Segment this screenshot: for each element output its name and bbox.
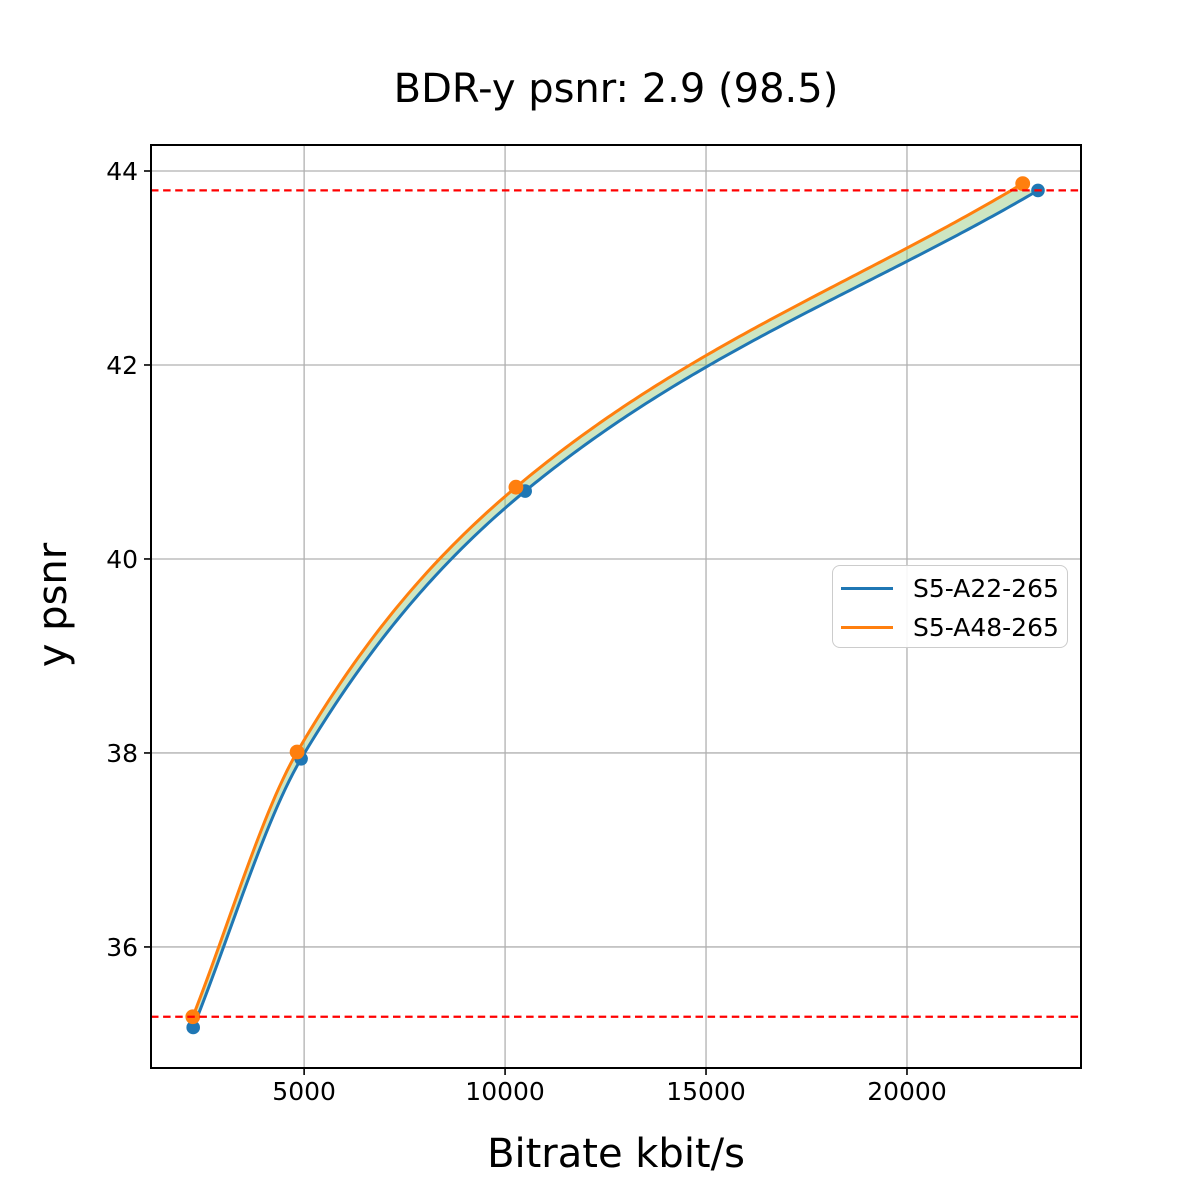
- x-axis-label: Bitrate kbit/s: [487, 1131, 745, 1177]
- legend: S5-A22-265 S5-A48-265: [832, 565, 1068, 648]
- data-point-s5-a48-265: [508, 479, 524, 495]
- y-tick-label: 38: [106, 739, 138, 768]
- y-tick-label: 36: [106, 933, 138, 962]
- legend-item: S5-A22-265: [841, 570, 1067, 608]
- x-tick-label: 10000: [465, 1077, 545, 1106]
- legend-line-sample: [841, 625, 893, 629]
- x-tick-label: 20000: [867, 1077, 947, 1106]
- y-tick-label: 44: [106, 157, 138, 186]
- curve-s5-a22-265: [191, 188, 1040, 1029]
- legend-item: S5-A48-265: [841, 608, 1067, 646]
- y-tick-label: 42: [106, 351, 138, 380]
- axes-spines: [150, 144, 1082, 1069]
- data-point-s5-a22-265: [186, 1020, 200, 1035]
- y-axis-label: y psnr: [30, 542, 76, 668]
- curve-s5-a48-265: [191, 182, 1025, 1019]
- x-tick-label: 15000: [666, 1077, 746, 1106]
- x-tick-label: 5000: [272, 1077, 336, 1106]
- y-tick-label: 40: [106, 545, 138, 574]
- legend-line-sample: [841, 587, 893, 591]
- legend-label: S5-A22-265: [913, 574, 1059, 604]
- legend-label: S5-A48-265: [913, 612, 1059, 642]
- data-point-s5-a48-265: [289, 744, 305, 760]
- data-point-s5-a48-265: [1015, 176, 1031, 192]
- chart-title: BDR-y psnr: 2.9 (98.5): [393, 66, 839, 112]
